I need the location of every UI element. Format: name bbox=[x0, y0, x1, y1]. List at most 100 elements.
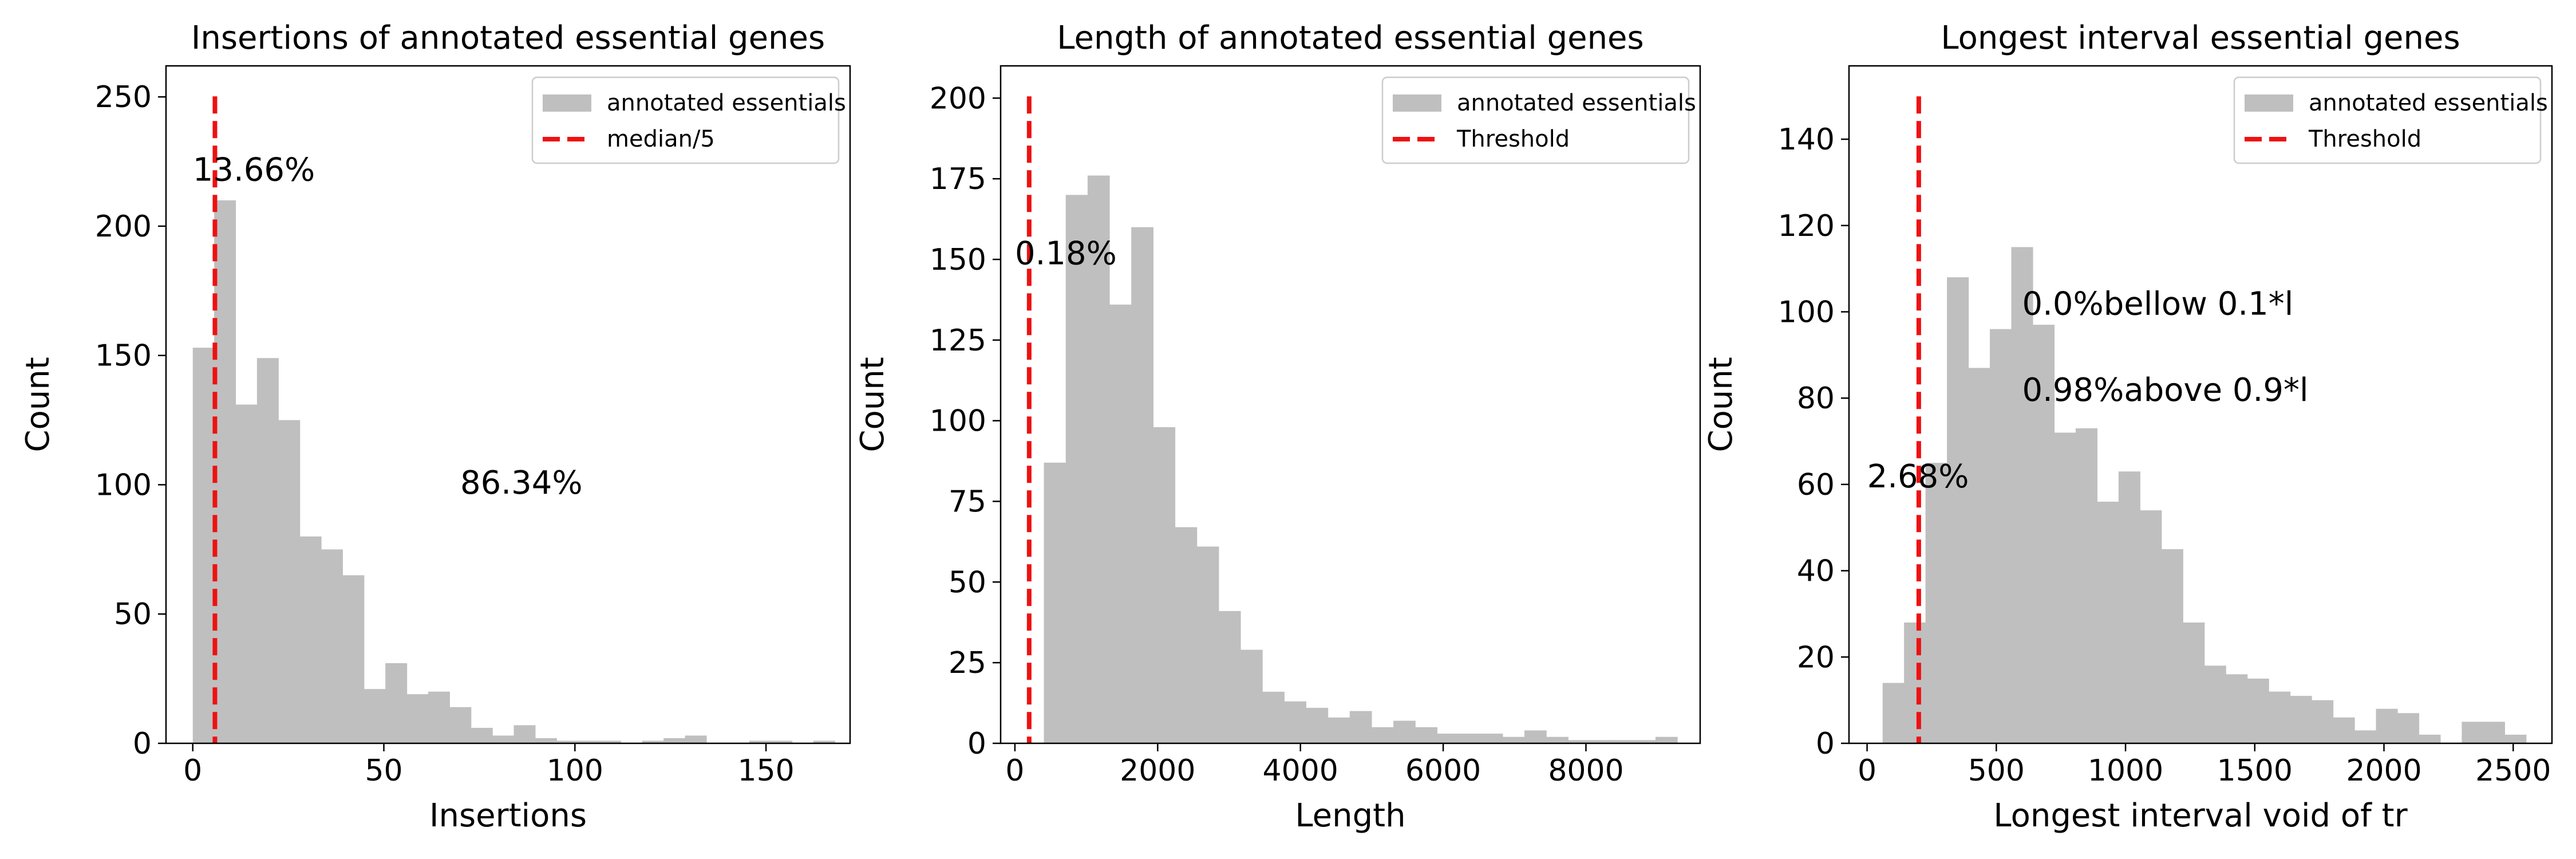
chart-title: Insertions of annotated essential genes bbox=[191, 19, 825, 57]
histogram-bar bbox=[1109, 304, 1132, 743]
histogram-bar bbox=[1371, 727, 1394, 743]
histogram-bar bbox=[1349, 711, 1372, 743]
legend: annotated essentials Threshold bbox=[1381, 76, 1696, 164]
histogram-bar bbox=[771, 740, 793, 743]
x-tick-label: 500 bbox=[1968, 754, 2025, 788]
y-tick-label: 140 bbox=[1778, 123, 1835, 157]
y-tick-label: 0 bbox=[1816, 727, 1835, 761]
y-tick-label: 100 bbox=[930, 404, 986, 439]
histogram-bar bbox=[2504, 734, 2527, 743]
legend-box bbox=[1381, 76, 1690, 164]
chart-panel-1: 0 50 100 150 0 50 100 150 200 250 Insertions of an… bbox=[19, 19, 851, 834]
histogram-bar bbox=[1459, 734, 1481, 743]
histogram-bar bbox=[385, 663, 408, 743]
legend-label-essentials: annotated essentials bbox=[1457, 90, 1696, 116]
histogram-bar bbox=[663, 738, 686, 743]
histogram-bar bbox=[1590, 740, 1613, 743]
x-axis-label: Length bbox=[1295, 797, 1405, 834]
legend-label-essentials: annotated essentials bbox=[2309, 90, 2548, 116]
y-axis-label: Count bbox=[854, 357, 891, 452]
legend: annotated essentials median/5 bbox=[531, 76, 846, 164]
x-tick-label: 2000 bbox=[2346, 754, 2421, 788]
chart-panel-2: 0 2000 4000 6000 8000 0 25 50 75 100 125 150 175 200 L… bbox=[854, 19, 1701, 834]
histogram-bar bbox=[321, 549, 343, 743]
y-tick-label: 75 bbox=[949, 485, 986, 519]
legend-label-threshold: median/5 bbox=[607, 126, 715, 152]
y-tick-label: 50 bbox=[949, 565, 986, 600]
y-tick-label: 0 bbox=[133, 727, 152, 761]
percentage-annotation: 0.98%above 0.9*l bbox=[2022, 372, 2308, 409]
histogram-bar bbox=[2118, 471, 2140, 743]
histogram-bar bbox=[556, 740, 579, 743]
histogram-bar bbox=[1633, 740, 1656, 743]
histogram-bar bbox=[449, 707, 472, 743]
x-tick-label: 100 bbox=[547, 754, 603, 788]
histogram-bar bbox=[1262, 691, 1285, 743]
plot-frame bbox=[999, 65, 1701, 744]
histogram-bar bbox=[2419, 734, 2441, 743]
histogram-bar bbox=[535, 738, 557, 743]
legend-label-essentials: annotated essentials bbox=[607, 90, 846, 116]
histogram-bar bbox=[2312, 700, 2334, 743]
histogram-bar bbox=[2226, 674, 2248, 743]
x-tick-label: 2000 bbox=[1120, 754, 1195, 788]
y-tick-label: 60 bbox=[1797, 468, 1835, 502]
histogram-bar bbox=[1131, 227, 1153, 743]
histogram-bar bbox=[1175, 527, 1198, 743]
y-tick-label: 80 bbox=[1797, 381, 1835, 416]
histogram-bar bbox=[278, 420, 301, 743]
histogram-bar bbox=[1904, 622, 1926, 743]
histogram-bar bbox=[1990, 329, 2012, 743]
histogram-bar bbox=[1415, 727, 1437, 743]
histogram-bar bbox=[2033, 325, 2055, 743]
histogram-bar bbox=[2204, 665, 2226, 743]
histogram-bar bbox=[1393, 720, 1416, 743]
plot-frame bbox=[165, 65, 851, 744]
histogram-bar bbox=[2483, 722, 2505, 743]
histogram-bar bbox=[513, 725, 536, 743]
y-tick-label: 200 bbox=[95, 210, 152, 244]
histogram-bar bbox=[1240, 649, 1263, 743]
legend-swatch-bar bbox=[543, 94, 591, 112]
histogram-bar bbox=[1044, 462, 1066, 743]
histogram-bar bbox=[1968, 368, 1990, 743]
percentage-annotation: 13.66% bbox=[193, 152, 315, 189]
y-tick-label: 125 bbox=[930, 324, 986, 358]
histogram-bar bbox=[1284, 701, 1307, 743]
histogram-bar bbox=[406, 694, 429, 743]
y-tick-label: 25 bbox=[949, 646, 986, 680]
y-tick-label: 175 bbox=[930, 162, 986, 196]
x-tick-label: 4000 bbox=[1263, 754, 1338, 788]
histogram-bar bbox=[1153, 427, 1176, 743]
histogram-bar bbox=[1218, 611, 1241, 743]
legend-box bbox=[531, 76, 840, 164]
y-tick-label: 100 bbox=[1778, 295, 1835, 329]
legend-label-threshold: Threshold bbox=[2308, 126, 2421, 152]
percentage-annotation: 0.18% bbox=[1015, 235, 1117, 273]
chart-title: Longest interval essential genes bbox=[1941, 19, 2460, 57]
legend-swatch-bar bbox=[1393, 94, 1441, 112]
histogram-bar bbox=[578, 740, 600, 743]
histogram-bar bbox=[599, 740, 622, 743]
histogram-bar bbox=[2397, 713, 2420, 743]
histogram-bar bbox=[1065, 195, 1088, 744]
histogram-bar bbox=[364, 689, 386, 743]
histogram-bar bbox=[1524, 730, 1547, 743]
histogram-bar bbox=[1925, 463, 1947, 743]
histogram-bar bbox=[342, 575, 365, 743]
histogram-bar bbox=[1327, 717, 1350, 743]
legend-swatch-bar bbox=[2245, 94, 2293, 112]
histogram-bar bbox=[1882, 683, 1905, 743]
histogram-bar bbox=[2462, 722, 2484, 743]
histogram-bar bbox=[1196, 546, 1219, 743]
y-axis-label: Count bbox=[19, 357, 57, 452]
y-tick-label: 40 bbox=[1797, 554, 1835, 589]
histogram-bar bbox=[2097, 502, 2119, 743]
histogram-bar bbox=[642, 740, 664, 743]
histogram-bar bbox=[2054, 432, 2076, 743]
x-axis-label: Insertions bbox=[429, 797, 587, 834]
y-tick-label: 200 bbox=[930, 81, 986, 116]
histogram-bar bbox=[428, 691, 450, 743]
histogram-bar bbox=[2075, 428, 2098, 743]
